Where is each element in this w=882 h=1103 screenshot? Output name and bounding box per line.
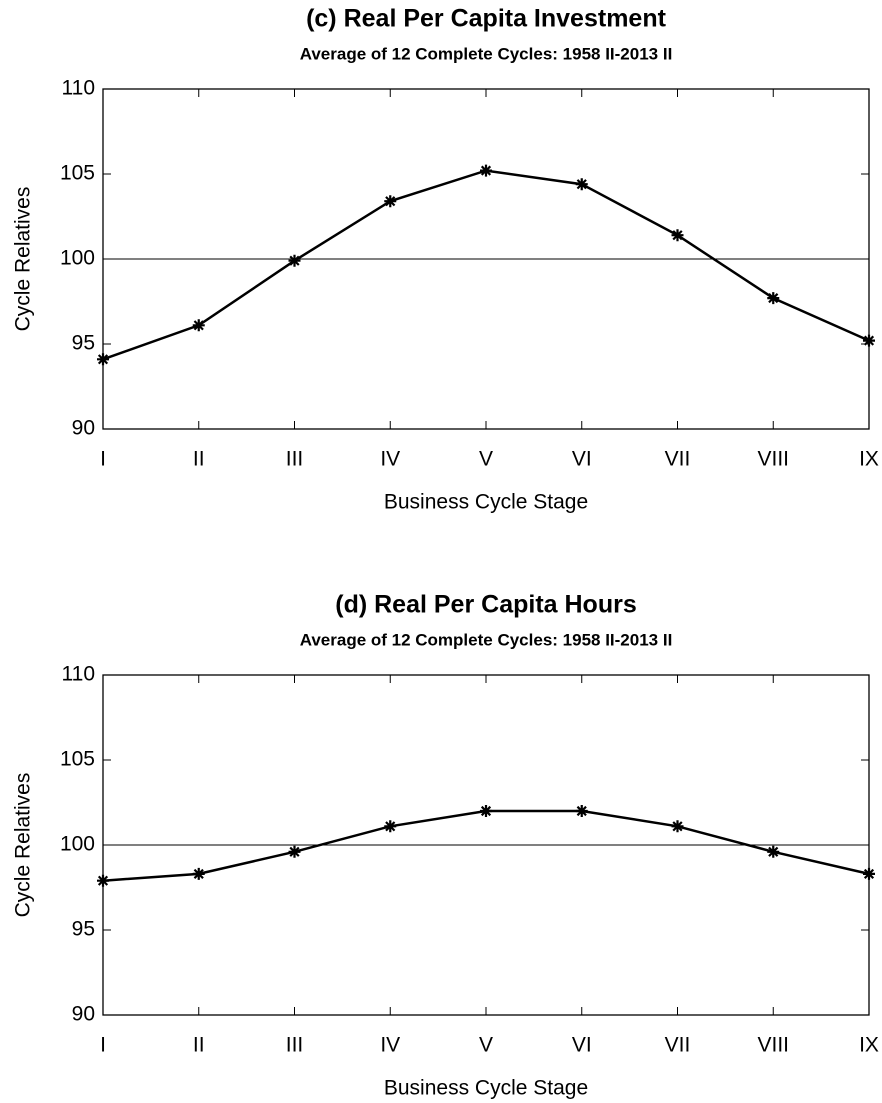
x-tick-label: II xyxy=(193,1034,205,1057)
chart-title: (d) Real Per Capita Hours xyxy=(335,591,636,619)
x-tick-label: VI xyxy=(572,448,592,471)
x-tick-label: VII xyxy=(665,448,691,471)
x-tick-label: I xyxy=(100,448,106,471)
y-axis-label: Cycle Relatives xyxy=(12,187,35,332)
data-marker xyxy=(384,820,397,833)
x-tick-label: IX xyxy=(859,1034,879,1057)
y-tick-label: 95 xyxy=(72,918,95,941)
data-line xyxy=(102,809,870,882)
x-tick-label: VII xyxy=(665,1034,691,1057)
data-marker xyxy=(480,805,492,817)
data-marker xyxy=(767,845,780,858)
x-tick-label: VIII xyxy=(757,448,789,471)
data-marker xyxy=(192,867,205,880)
x-tick-label: V xyxy=(479,1034,493,1057)
data-marker xyxy=(671,820,684,833)
data-marker xyxy=(97,353,109,366)
chart-subtitle: Average of 12 Complete Cycles: 1958 II-2… xyxy=(300,44,673,63)
data-marker xyxy=(192,319,205,332)
data-line xyxy=(102,169,870,361)
y-tick-label: 100 xyxy=(60,833,95,856)
y-tick-label: 110 xyxy=(62,77,95,100)
data-marker xyxy=(384,195,397,208)
data-marker xyxy=(288,845,301,858)
x-tick-label: V xyxy=(479,448,493,471)
data-marker xyxy=(97,874,109,887)
y-tick-label: 90 xyxy=(72,417,95,440)
y-tick-label: 110 xyxy=(62,663,95,686)
data-marker xyxy=(863,334,875,347)
x-tick-label: IV xyxy=(380,1034,400,1057)
data-marker xyxy=(767,292,780,305)
data-marker xyxy=(863,867,875,880)
data-marker xyxy=(480,164,492,177)
y-tick-label: 90 xyxy=(72,1003,95,1026)
x-tick-label: VIII xyxy=(757,1034,789,1057)
x-tick-label: IX xyxy=(859,448,879,471)
x-tick-label: IV xyxy=(380,448,400,471)
x-tick-label: III xyxy=(286,1034,304,1057)
x-tick-label: I xyxy=(100,1034,106,1057)
x-tick-label: II xyxy=(193,448,205,471)
y-tick-label: 100 xyxy=(60,247,95,270)
y-tick-label: 95 xyxy=(72,332,95,355)
y-tick-label: 105 xyxy=(60,162,95,185)
data-marker xyxy=(671,229,684,242)
data-marker xyxy=(288,254,301,267)
data-marker xyxy=(575,805,588,817)
y-tick-label: 105 xyxy=(60,748,95,771)
x-tick-label: VI xyxy=(572,1034,592,1057)
x-axis-label: Business Cycle Stage xyxy=(384,491,588,514)
data-marker xyxy=(575,178,588,191)
x-axis-label: Business Cycle Stage xyxy=(384,1077,588,1100)
chart-subtitle: Average of 12 Complete Cycles: 1958 II-2… xyxy=(300,630,673,649)
y-axis-label: Cycle Relatives xyxy=(12,773,35,918)
x-tick-label: III xyxy=(286,448,304,471)
chart-title: (c) Real Per Capita Investment xyxy=(306,5,667,33)
